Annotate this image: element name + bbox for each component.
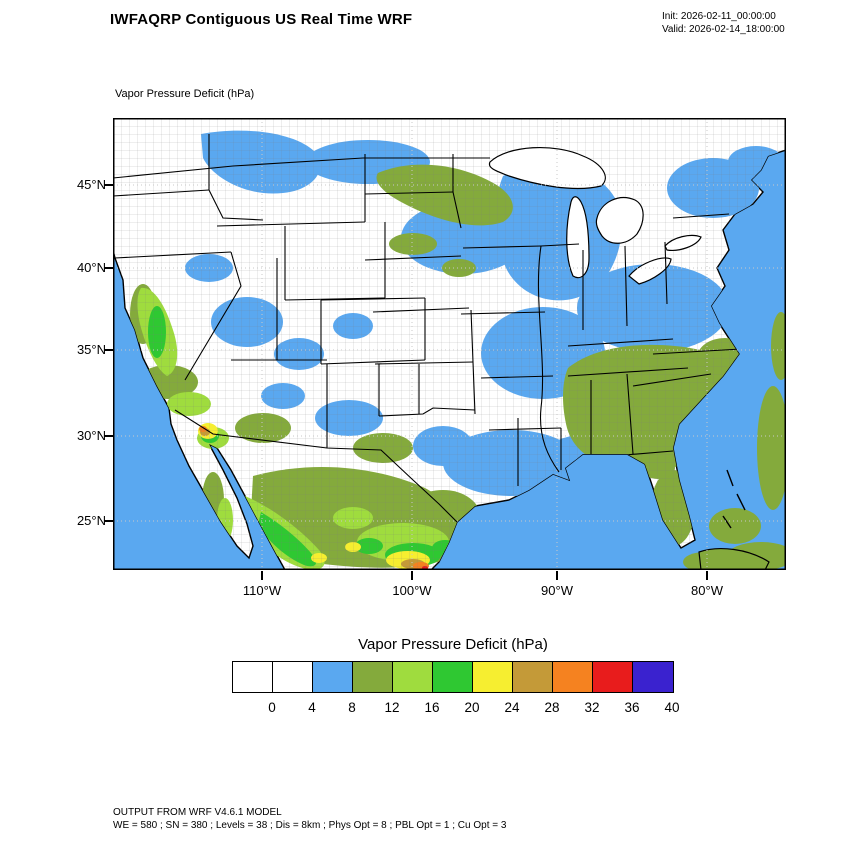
colorbar-cell bbox=[593, 662, 633, 692]
county-boundaries-texture bbox=[113, 118, 786, 570]
cuba bbox=[698, 547, 770, 571]
y-tick-label: 25°N bbox=[76, 513, 106, 528]
colorbar-tick-label: 4 bbox=[308, 700, 316, 715]
x-tick-mark bbox=[706, 571, 708, 580]
init-time-label: Init: 2026-02-11_00:00:00 bbox=[662, 11, 776, 22]
run-times: Init: 2026-02-11_00:00:00 Valid: 2026-02… bbox=[662, 10, 785, 36]
colorbar-tick-label: 36 bbox=[624, 700, 640, 715]
x-tick-mark bbox=[261, 571, 263, 580]
colorbar-tick-label: 28 bbox=[544, 700, 560, 715]
colorbar-cell bbox=[513, 662, 553, 692]
colorbar-ticks: 0 4 8 12 16 20 24 28 32 36 40 bbox=[252, 700, 694, 715]
map-plot-area bbox=[112, 117, 795, 572]
x-tick-mark bbox=[556, 571, 558, 580]
colorbar-tick-label: 12 bbox=[384, 700, 400, 715]
colorbar-cell bbox=[473, 662, 513, 692]
x-tick-label: 100°W bbox=[392, 583, 432, 598]
colorbar-tick-label: 24 bbox=[504, 700, 520, 715]
x-tick-label: 110°W bbox=[242, 583, 282, 598]
lake-superior bbox=[488, 146, 606, 190]
y-tick-mark bbox=[104, 184, 113, 186]
footer: OUTPUT FROM WRF V4.6.1 MODEL WE = 580 ; … bbox=[113, 806, 506, 832]
lake-ontario bbox=[664, 234, 702, 251]
lake-erie bbox=[628, 257, 672, 285]
x-tick-mark bbox=[411, 571, 413, 580]
colorbar-cell bbox=[313, 662, 353, 692]
lake-huron bbox=[595, 197, 644, 244]
colorbar-cells bbox=[232, 661, 674, 693]
colorbar-tick-label: 16 bbox=[424, 700, 440, 715]
colorbar-tick-label: 8 bbox=[348, 700, 356, 715]
colorbar-cell bbox=[233, 662, 273, 692]
colorbar-tick-label: 40 bbox=[664, 700, 680, 715]
field-label: Vapor Pressure Deficit (hPa) bbox=[115, 88, 255, 100]
colorbar-cell bbox=[553, 662, 593, 692]
x-tick-label: 80°W bbox=[691, 583, 723, 598]
y-tick-label: 40°N bbox=[76, 260, 106, 275]
colorbar-cell bbox=[273, 662, 313, 692]
offshore-vpd-patches bbox=[683, 312, 795, 572]
vpd-filled-contours bbox=[113, 118, 786, 570]
footer-model-line: OUTPUT FROM WRF V4.6.1 MODEL bbox=[113, 807, 282, 818]
state-borders bbox=[113, 134, 742, 523]
colorbar-title: Vapor Pressure Deficit (hPa) bbox=[358, 636, 548, 653]
us-vpd-map-svg bbox=[112, 117, 795, 572]
y-tick-mark bbox=[104, 267, 113, 269]
colorbar-cell bbox=[353, 662, 393, 692]
y-tick-mark bbox=[104, 435, 113, 437]
y-tick-label: 30°N bbox=[76, 428, 106, 443]
valid-time-label: Valid: 2026-02-14_18:00:00 bbox=[662, 24, 785, 35]
y-tick-label: 45°N bbox=[76, 177, 106, 192]
colorbar-tick-label: 20 bbox=[464, 700, 480, 715]
colorbar-cell bbox=[633, 662, 673, 692]
y-tick-label: 35°N bbox=[76, 342, 106, 357]
map-frame-border bbox=[113, 118, 786, 570]
colorbar-tick-label: 0 bbox=[268, 700, 276, 715]
caribbean-islands bbox=[698, 469, 770, 571]
colorbar-cell bbox=[433, 662, 473, 692]
great-lakes bbox=[488, 146, 702, 285]
x-tick-label: 90°W bbox=[541, 583, 573, 598]
bahamas bbox=[722, 469, 746, 529]
colorbar-cell bbox=[393, 662, 433, 692]
colorbar-tick-label: 32 bbox=[584, 700, 600, 715]
footer-config-line: WE = 580 ; SN = 380 ; Levels = 38 ; Dis … bbox=[113, 820, 507, 831]
y-tick-mark bbox=[104, 520, 113, 522]
y-tick-mark bbox=[104, 349, 113, 351]
page-title: IWFAQRP Contiguous US Real Time WRF bbox=[110, 11, 413, 28]
